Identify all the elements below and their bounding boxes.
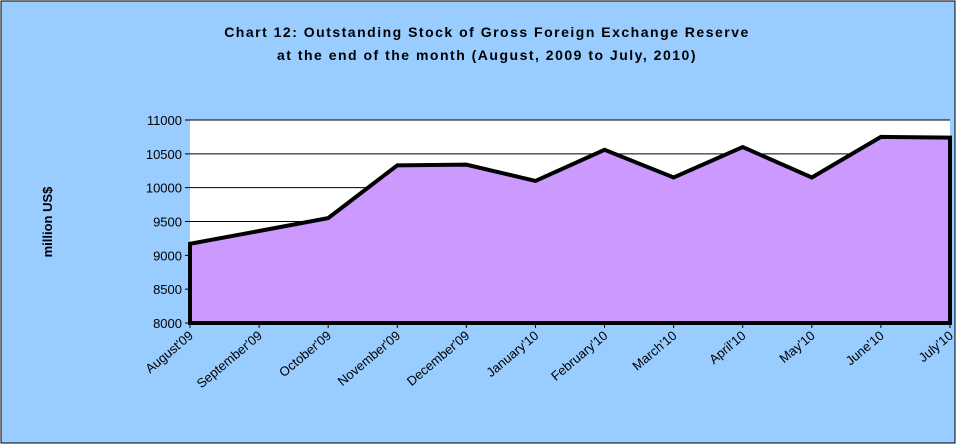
area xyxy=(190,136,950,323)
y-tick-label: 8000 xyxy=(153,316,182,331)
chart-title: Chart 12: Outstanding Stock of Gross For… xyxy=(224,24,750,40)
y-tick-label: 8500 xyxy=(153,282,182,297)
y-tick-label: 11000 xyxy=(147,113,182,128)
y-tick-label: 9500 xyxy=(153,215,182,230)
y-tick-label: 9000 xyxy=(153,248,182,263)
area-outline xyxy=(188,134,952,325)
chart-title: at the end of the month (August, 2009 to… xyxy=(277,47,697,63)
y-axis-label: million US$ xyxy=(40,186,55,258)
y-tick-label: 10000 xyxy=(146,181,182,196)
y-tick-label: 10500 xyxy=(146,147,182,162)
